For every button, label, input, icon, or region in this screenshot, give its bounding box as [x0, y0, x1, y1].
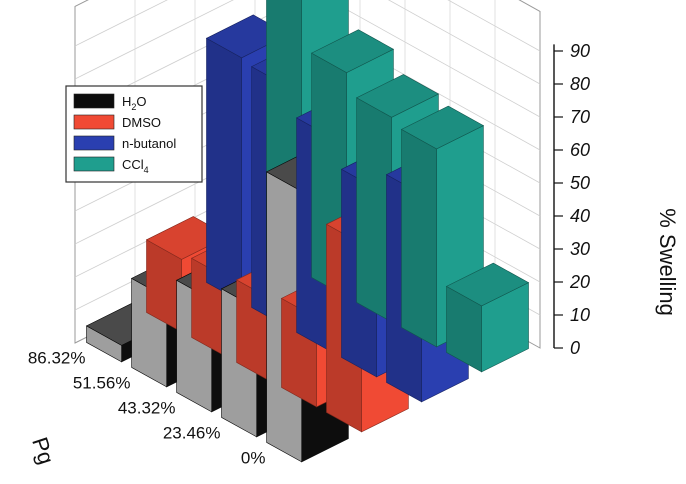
legend-label-main: DMSO — [122, 115, 161, 130]
gridline — [74, 0, 541, 85]
legend-label-main: H — [122, 94, 131, 109]
legend-label-subscript: 4 — [144, 165, 149, 175]
bar-face-side — [401, 128, 437, 348]
z-tick-label: 10 — [570, 305, 590, 325]
legend-label: n-butanol — [122, 136, 176, 151]
legend-label-tail: O — [136, 94, 146, 109]
z-tick-label: 90 — [570, 41, 590, 61]
bar-group — [85, 0, 530, 463]
gridline — [74, 0, 541, 118]
category-tick-label: 43.32% — [118, 399, 176, 418]
z-tick-label: 50 — [570, 173, 590, 193]
z-axis: 0 10 20 30 40 50 60 70 80 90 — [553, 41, 590, 358]
z-tick-label: 0 — [570, 338, 580, 358]
x-axis-label: Pg — [27, 434, 59, 467]
category-tick-label: 51.56% — [73, 374, 131, 393]
bar-face-top — [445, 262, 530, 307]
bar-face-side — [206, 37, 242, 303]
z-tick-label: 70 — [570, 107, 590, 127]
gridline — [74, 0, 541, 52]
bar — [445, 262, 530, 373]
legend-label-subscript: 2 — [131, 102, 136, 112]
bar-face-top — [355, 74, 440, 118]
z-tick-label: 30 — [570, 239, 590, 259]
x-axis-category-labels: 0% 23.46% 43.32% 51.56% 86.32% — [28, 349, 266, 468]
legend-swatch — [73, 156, 115, 172]
legend-label: H2O — [122, 94, 147, 112]
bar-face-top — [400, 105, 485, 150]
z-tick-label: 20 — [569, 272, 590, 292]
legend-swatch — [73, 114, 115, 130]
legend-swatch — [73, 93, 115, 109]
legend-label-main: n-butanol — [122, 136, 176, 151]
legend-label: CCl4 — [122, 157, 149, 175]
legend-swatch — [73, 135, 115, 151]
legend: H2O DMSO n-butanol CCl4 — [65, 85, 203, 183]
z-tick-label: 80 — [570, 74, 590, 94]
category-tick-label: 86.32% — [28, 349, 86, 368]
bar-face-top — [310, 29, 395, 73]
z-tick-label: 40 — [570, 206, 590, 226]
legend-label-main: CCl — [122, 157, 144, 172]
z-axis-label: % Swelling — [655, 208, 680, 316]
category-tick-label: 0% — [241, 449, 266, 468]
legend-label: DMSO — [122, 115, 161, 130]
z-tick-label: 60 — [570, 140, 590, 160]
category-tick-label: 23.46% — [163, 424, 221, 443]
